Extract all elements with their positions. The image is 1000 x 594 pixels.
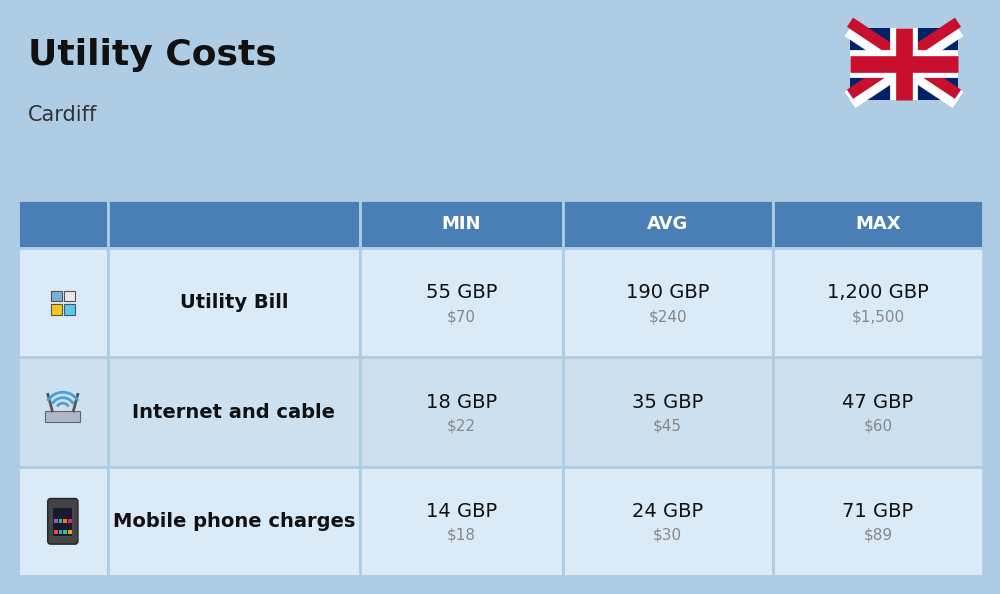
Text: MAX: MAX: [855, 215, 901, 233]
Bar: [850, 28, 958, 100]
Bar: [360, 248, 563, 358]
Bar: [18, 200, 108, 248]
Text: 35 GBP: 35 GBP: [632, 393, 703, 412]
Bar: [64, 304, 75, 315]
Text: AVG: AVG: [647, 215, 688, 233]
Text: 18 GBP: 18 GBP: [426, 393, 497, 412]
Text: Internet and cable: Internet and cable: [132, 403, 335, 422]
Bar: [53, 508, 72, 536]
Bar: [51, 290, 62, 302]
Bar: [108, 200, 360, 248]
Bar: [59, 530, 62, 534]
Text: 71 GBP: 71 GBP: [842, 502, 913, 521]
Text: $22: $22: [447, 419, 476, 434]
Bar: [63, 530, 67, 534]
Text: MIN: MIN: [442, 215, 481, 233]
Bar: [563, 200, 773, 248]
Text: $240: $240: [648, 309, 687, 324]
Text: $1,500: $1,500: [851, 309, 904, 324]
Bar: [563, 248, 773, 358]
Bar: [773, 358, 983, 467]
Bar: [773, 200, 983, 248]
Text: $45: $45: [653, 419, 682, 434]
Bar: [51, 304, 62, 315]
Bar: [108, 358, 360, 467]
Bar: [108, 467, 360, 576]
Bar: [18, 467, 108, 576]
Text: 1,200 GBP: 1,200 GBP: [827, 283, 929, 302]
Bar: [64, 290, 75, 302]
Text: 47 GBP: 47 GBP: [842, 393, 913, 412]
Bar: [63, 519, 67, 523]
Text: $60: $60: [863, 419, 892, 434]
Bar: [563, 358, 773, 467]
Bar: [68, 519, 72, 523]
Bar: [59, 519, 62, 523]
Bar: [18, 248, 108, 358]
Text: $89: $89: [863, 528, 892, 543]
Bar: [45, 411, 80, 422]
Text: Utility Costs: Utility Costs: [28, 38, 277, 72]
Bar: [360, 358, 563, 467]
Bar: [563, 467, 773, 576]
Text: $30: $30: [653, 528, 682, 543]
Bar: [360, 467, 563, 576]
Bar: [360, 200, 563, 248]
Text: 24 GBP: 24 GBP: [632, 502, 703, 521]
Text: Utility Bill: Utility Bill: [180, 293, 288, 312]
Bar: [68, 530, 72, 534]
Bar: [108, 248, 360, 358]
Text: 14 GBP: 14 GBP: [426, 502, 497, 521]
Text: Mobile phone charges: Mobile phone charges: [113, 512, 355, 531]
Text: $70: $70: [447, 309, 476, 324]
Bar: [54, 519, 58, 523]
Bar: [18, 358, 108, 467]
Text: 190 GBP: 190 GBP: [626, 283, 709, 302]
Bar: [773, 467, 983, 576]
Bar: [773, 248, 983, 358]
Text: $18: $18: [447, 528, 476, 543]
Bar: [54, 530, 58, 534]
FancyBboxPatch shape: [48, 498, 78, 544]
Text: Cardiff: Cardiff: [28, 105, 97, 125]
Text: 55 GBP: 55 GBP: [426, 283, 497, 302]
